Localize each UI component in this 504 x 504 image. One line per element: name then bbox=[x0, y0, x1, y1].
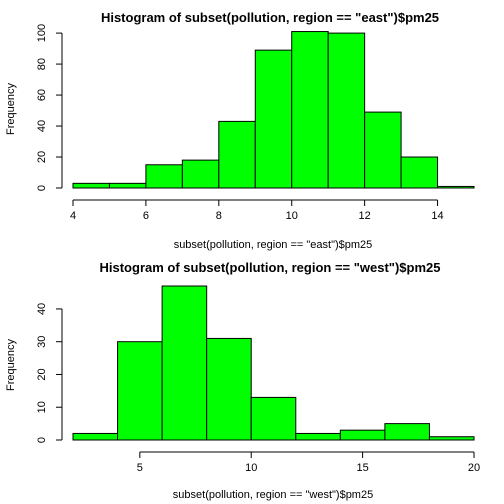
histogram-bar bbox=[206, 337, 252, 441]
y-tick-label: 40 bbox=[36, 120, 48, 132]
x-tick-label: 8 bbox=[216, 210, 222, 222]
y-tick-label: 30 bbox=[36, 336, 48, 348]
histogram-bar bbox=[339, 429, 386, 441]
histogram-bar bbox=[72, 432, 119, 441]
y-axis: 0 10 20 30 40 bbox=[36, 303, 63, 443]
histogram-bar bbox=[291, 31, 329, 189]
x-axis: 4 6 8 10 12 14 bbox=[70, 199, 444, 222]
histogram-bar bbox=[218, 120, 256, 189]
x-tick-label: 10 bbox=[286, 210, 298, 222]
bars bbox=[72, 31, 475, 189]
histogram-bar bbox=[364, 111, 402, 189]
y-tick-label: 10 bbox=[36, 401, 48, 413]
histogram-bar bbox=[72, 182, 110, 189]
x-tick-label: 12 bbox=[359, 210, 371, 222]
y-tick-label: 60 bbox=[36, 89, 48, 101]
chart-title: Histogram of subset(pollution, region ==… bbox=[100, 260, 441, 275]
bars bbox=[72, 285, 475, 441]
histogram-bar bbox=[117, 341, 163, 441]
histogram-bar bbox=[108, 182, 147, 189]
x-axis: 5 10 15 20 bbox=[137, 451, 480, 474]
histogram-bar bbox=[254, 49, 293, 189]
x-axis-label: subset(pollution, region == "west")$pm25 bbox=[173, 489, 373, 501]
histogram-bar bbox=[400, 156, 439, 189]
histogram-bar bbox=[437, 185, 475, 189]
histogram-bar bbox=[295, 432, 341, 441]
histogram-east: Histogram of subset(pollution, region ==… bbox=[5, 10, 475, 251]
histogram-bar bbox=[161, 285, 208, 441]
chart-title: Histogram of subset(pollution, region ==… bbox=[101, 10, 439, 25]
y-axis-label: Frequency bbox=[5, 83, 17, 135]
y-tick-label: 0 bbox=[36, 185, 48, 191]
y-axis-label: Frequency bbox=[5, 339, 17, 391]
y-axis: 0 20 40 60 80 100 bbox=[36, 24, 63, 191]
histogram-bar bbox=[428, 436, 475, 441]
x-tick-label: 6 bbox=[143, 210, 149, 222]
y-tick-label: 0 bbox=[36, 437, 48, 443]
histogram-bar bbox=[250, 396, 297, 441]
x-tick-label: 20 bbox=[468, 462, 480, 474]
y-tick-label: 100 bbox=[36, 24, 48, 42]
x-tick-label: 14 bbox=[431, 210, 443, 222]
x-tick-label: 4 bbox=[70, 210, 76, 222]
histogram-west: Histogram of subset(pollution, region ==… bbox=[5, 260, 480, 501]
x-axis-label: subset(pollution, region == "east")$pm25 bbox=[174, 239, 373, 251]
histogram-bar bbox=[327, 32, 366, 189]
x-tick-label: 10 bbox=[245, 462, 257, 474]
y-tick-label: 40 bbox=[36, 303, 48, 315]
y-tick-label: 20 bbox=[36, 368, 48, 380]
x-tick-label: 15 bbox=[356, 462, 368, 474]
y-tick-label: 20 bbox=[36, 151, 48, 163]
histogram-bar bbox=[181, 159, 220, 189]
histogram-bar bbox=[384, 423, 430, 441]
y-tick-label: 80 bbox=[36, 58, 48, 70]
histogram-bar bbox=[145, 164, 183, 189]
x-tick-label: 5 bbox=[137, 462, 143, 474]
